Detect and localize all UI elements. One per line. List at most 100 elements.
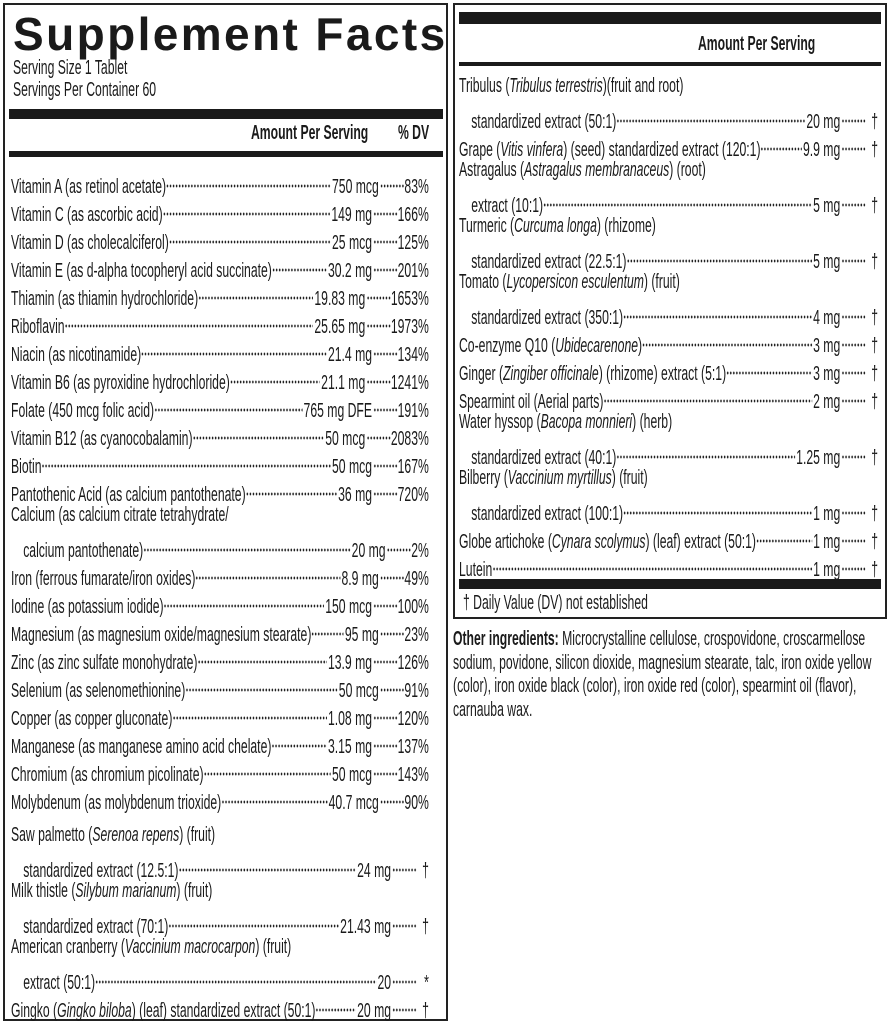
ingredient-name-line: Gingko (Gingko biloba) (leaf) standardiz… [11, 989, 429, 1022]
daily-value: 1973% [390, 316, 429, 338]
ingredient-name: Lutein [459, 556, 492, 584]
amount-value: 25.65 mg [314, 316, 366, 338]
ingredient-name-text: Lutein [459, 559, 493, 581]
ingredient-name: Folate (450 mcg folic acid) [11, 397, 154, 425]
dot-leader [380, 613, 405, 641]
amount-value: 36 mg [338, 484, 373, 506]
latin-name: Tribulus terrestris [509, 75, 603, 97]
ingredient-detail: standardized extract (22.5:1) [471, 251, 627, 273]
ingredient-part: ) [638, 335, 643, 357]
amount-value: 20 mg [357, 1000, 392, 1022]
amount-value: 21.1 mg [321, 372, 366, 394]
dot-leader [373, 193, 398, 221]
ingredient-name-line: Tribulus (Tribulus terrestris)(fruit and… [459, 72, 878, 100]
dot-leader [392, 849, 417, 877]
ingredient-name-text: Folate (450 mcg folic acid) [11, 400, 155, 422]
dot-leader [492, 548, 812, 576]
amount-value: 150 mcg [325, 596, 373, 618]
daily-value: † [871, 195, 879, 217]
ingredient-name-text: Niacin (as nicotinamide) [11, 344, 142, 366]
ingredient-name: Milk thistle (Silybum marianum) (fruit) [11, 877, 212, 905]
daily-value: † [871, 363, 879, 385]
ingredient-part: ) (seed) standardized extract (120:1) [563, 139, 761, 161]
dot-leader [154, 389, 303, 417]
daily-value: † [871, 447, 879, 469]
daily-value: 125% [397, 232, 429, 254]
ingredient-name-text: Co-enzyme Q10 ( [459, 335, 556, 357]
ingredient-name: Vitamin C (as ascorbic acid) [11, 201, 163, 229]
top-bar [459, 12, 881, 24]
dot-leader [373, 641, 398, 669]
ingredient-name-text: Thiamin (as thiamin hydrochloride) [11, 288, 199, 310]
dot-leader [726, 352, 812, 380]
ingredient-name-text: Vitamin B12 (as cyanocobalamin) [11, 428, 193, 450]
ingredient-name: Vitamin E (as d-alpha tocopheryl acid su… [11, 257, 272, 285]
ingredient-name-text: Vitamin D (as cholecalciferol) [11, 232, 169, 254]
ingredient-name: Water hyssop (Bacopa monnieri) (herb) [459, 408, 672, 436]
amount-value: 1 mg [813, 531, 841, 553]
ingredient-name-line: Bilberry (Vaccinium myrtillus) (fruit) [459, 464, 878, 492]
ingredient-name: Copper (as copper gluconate) [11, 705, 172, 733]
daily-value: † [422, 860, 429, 882]
ingredient-name-text: Gingko ( [11, 1000, 58, 1022]
dv-header: % DV [397, 122, 429, 144]
other-ingredients-label: Other ingredients: [453, 628, 559, 650]
dot-leader [192, 417, 325, 445]
amount-value: 5 mg [813, 251, 841, 273]
ingredient-name-text: Vitamin B6 (as pyroxidine hydrochloride) [11, 372, 230, 394]
dot-leader [315, 989, 356, 1017]
dot-leader [623, 296, 812, 324]
amount-value: 50 mcg [338, 680, 379, 702]
amount-value: 149 mg [331, 204, 373, 226]
ingredient-name-line: Tomato (Lycopersicon esculentum) (fruit) [459, 268, 878, 296]
dot-leader [841, 324, 866, 352]
dot-leader [841, 380, 866, 408]
ingredient-name-text: Grape ( [459, 139, 501, 161]
ingredient-name: Pantothenic Acid (as calcium pantothenat… [11, 481, 246, 509]
daily-value: 126% [397, 652, 429, 674]
ingredient-name-line: Copper (as copper gluconate) 1.08 mg 120% [11, 697, 429, 730]
daily-value: 100% [397, 596, 429, 618]
amount-value: 20 mg [806, 111, 841, 133]
bottom-bar [459, 579, 881, 589]
ingredient-name-text: American cranberry ( [11, 936, 125, 958]
latin-name: Silybum marianum [75, 880, 177, 902]
amount-value: 4 mg [813, 307, 841, 329]
dot-leader [380, 781, 405, 809]
dot-leader [373, 221, 398, 249]
ingredient-name: Bilberry (Vaccinium myrtillus) (fruit) [459, 464, 648, 492]
ingredient-name: Zinc (as zinc sulfate monohydrate) [11, 649, 197, 677]
ingredient-name-line: Iron (ferrous fumarate/iron oxides) 8.9 m… [11, 557, 429, 590]
dot-leader [271, 249, 327, 277]
amount-value: 40.7 mcg [328, 792, 379, 814]
ingredient-name-line: Thiamin (as thiamin hydrochloride) 19.83 … [11, 277, 429, 310]
ingredient-name-line: Vitamin A (as retinol acetate) 750 mcg 83% [11, 165, 429, 198]
dot-leader [143, 529, 351, 557]
amount-value: 9.9 mg [802, 139, 841, 161]
ingredient-name-line: Turmeric (Curcuma longa) (rhizome) [459, 212, 878, 240]
dot-leader [760, 128, 802, 156]
ingredient-name-text: Ginger ( [459, 363, 504, 385]
ingredient-name: Vitamin D (as cholecalciferol) [11, 229, 169, 257]
ingredient-name-text: Bilberry ( [459, 467, 508, 489]
dot-leader [366, 417, 391, 445]
dot-leader [373, 445, 398, 473]
ingredient-name-line: Riboflavin 25.65 mg 1973% [11, 305, 429, 338]
nutrient-list: Vitamin A (as retinol acetate) 750 mcg 83%… [11, 165, 429, 1022]
daily-value: † [871, 251, 879, 273]
daily-value: 137% [397, 736, 429, 758]
ingredient-name-line: Molybdenum (as molybdenum trioxide) 40.7 … [11, 781, 429, 814]
ingredient-name: American cranberry (Vaccinium macrocarpo… [11, 933, 291, 961]
ingredient-name-text: Tomato ( [459, 271, 507, 293]
botanical-list: Tribulus (Tribulus terrestris)(fruit and… [459, 72, 879, 581]
daily-value: 2% [411, 540, 429, 562]
amount-value: 95 mg [344, 624, 379, 646]
dot-leader [271, 725, 327, 753]
dot-leader [373, 697, 398, 725]
ingredient-name-text: Iodine (as potassium iodide) [11, 596, 164, 618]
daily-value: † [422, 916, 429, 938]
amount-header: Amount Per Serving [250, 122, 368, 144]
dot-leader [245, 473, 337, 501]
ingredient-name: Astragalus (Astragalus membranaceus) (ro… [459, 156, 706, 184]
amount-value: 8.9 mg [341, 568, 379, 590]
